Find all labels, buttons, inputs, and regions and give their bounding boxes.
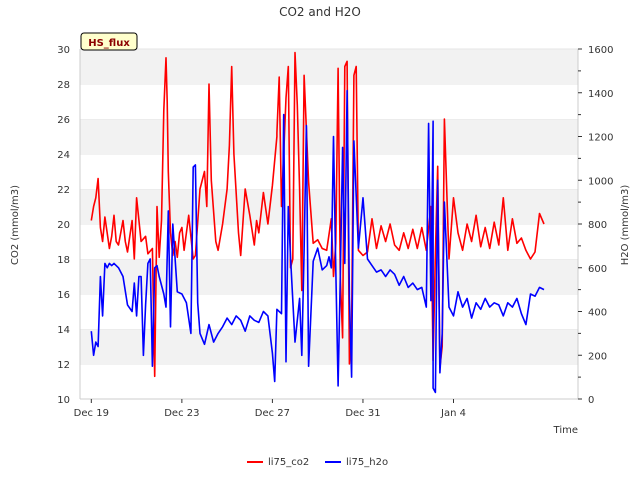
site-label-box: HS_flux — [80, 32, 138, 51]
y-right-tick-label: 1000 — [588, 176, 613, 187]
y-right-tick-label: 1400 — [588, 89, 613, 100]
grid-band — [80, 154, 578, 189]
plot-lines — [90, 51, 545, 394]
y-right-tick-label: 600 — [588, 264, 607, 275]
y-right-tick-label: 200 — [588, 351, 607, 362]
y-right-tick-label: 400 — [588, 308, 607, 319]
y-left-tick-label: 30 — [57, 45, 70, 56]
grid-band — [80, 189, 578, 224]
legend-item-h2o[interactable]: li75_h2o — [325, 457, 388, 468]
x-tick-label: Dec 27 — [255, 408, 290, 419]
y-left-tick-label: 28 — [57, 80, 70, 91]
legend-item-co2[interactable]: li75_co2 — [247, 457, 309, 468]
x-axis-ticks: Dec 19 Dec 23 Dec 27 Dec 31 Jan 4 — [74, 399, 466, 419]
y-left-tick-label: 16 — [57, 290, 70, 301]
x-tick-label: Jan 4 — [440, 408, 466, 419]
y-right-tick-label: 800 — [588, 220, 607, 231]
legend: li75_co2 li75_h2o — [247, 457, 388, 468]
legend-label-co2: li75_co2 — [268, 457, 309, 468]
y-axis-left-title: CO2 (mmol/m3) — [10, 185, 21, 265]
grid-band — [80, 119, 578, 154]
y-right-tick-label: 1600 — [588, 45, 613, 56]
grid-band — [80, 49, 578, 84]
y-left-tick-label: 20 — [57, 220, 70, 231]
y-axis-right-ticks: 0 200 400 600 800 1000 1200 1400 1600 — [578, 45, 613, 406]
grid-band — [80, 84, 578, 119]
series-line-li75_h2o — [90, 89, 545, 394]
y-left-tick-label: 12 — [57, 360, 70, 371]
y-left-tick-label: 10 — [57, 395, 70, 406]
y-axis-left-ticks: 10 12 14 16 18 20 22 24 26 28 30 — [57, 45, 70, 406]
grid-band — [80, 329, 578, 364]
y-left-tick-label: 14 — [57, 325, 70, 336]
x-tick-label: Dec 23 — [164, 408, 199, 419]
y-axis-right-title: H2O (mmol/m3) — [620, 185, 631, 266]
x-tick-label: Dec 19 — [74, 408, 109, 419]
chart-title: CO2 and H2O — [279, 5, 361, 19]
grid-band — [80, 294, 578, 329]
y-left-tick-label: 26 — [57, 115, 70, 126]
y-left-tick-label: 18 — [57, 255, 70, 266]
legend-label-h2o: li75_h2o — [346, 457, 388, 468]
x-axis-title: Time — [553, 425, 578, 436]
y-left-tick-label: 24 — [57, 150, 70, 161]
site-label: HS_flux — [88, 38, 130, 49]
y-right-tick-label: 0 — [588, 395, 594, 406]
x-tick-label: Dec 31 — [345, 408, 380, 419]
y-right-tick-label: 1200 — [588, 133, 613, 144]
grid-band — [80, 364, 578, 399]
y-left-tick-label: 22 — [57, 185, 70, 196]
